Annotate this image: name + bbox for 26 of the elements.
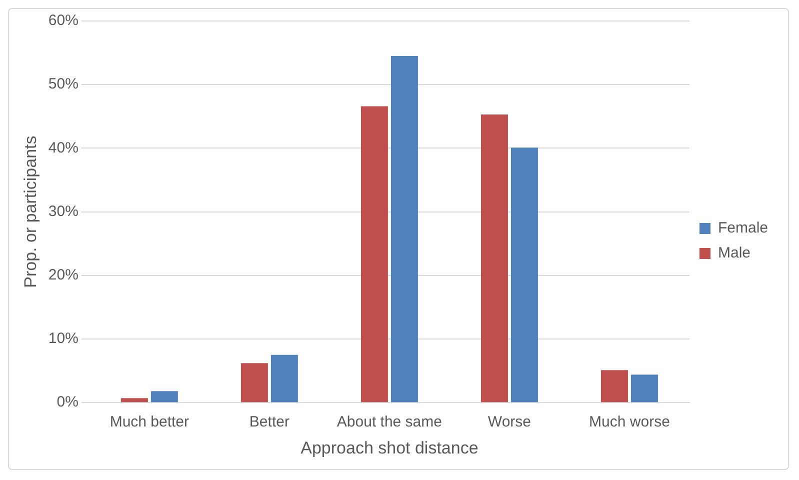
bar	[630, 374, 658, 402]
legend-label: Male	[718, 244, 750, 262]
x-tick-label: Much worse	[589, 414, 670, 431]
x-tick-label: Much better	[110, 414, 190, 431]
bar	[390, 56, 418, 402]
y-axis-title: Prop. or participants	[20, 136, 40, 288]
bar	[360, 106, 388, 402]
y-tick-label: 40%	[48, 139, 78, 156]
x-axis-title: Approach shot distance	[300, 438, 478, 458]
x-tick-label: About the same	[336, 414, 442, 431]
y-tick-label: 20%	[48, 266, 78, 284]
y-tick-label: 50%	[48, 76, 78, 93]
bar	[270, 354, 298, 402]
bar	[510, 148, 538, 402]
y-tick-label: 30%	[48, 202, 78, 220]
bar	[600, 370, 628, 402]
bar	[240, 363, 268, 402]
y-tick-label: 60%	[48, 12, 78, 30]
y-tick-label: 0%	[56, 394, 78, 411]
x-tick-label: Better	[249, 414, 290, 431]
legend-label: Female	[718, 220, 768, 237]
x-tick-label: Worse	[488, 414, 532, 431]
y-tick-label: 10%	[48, 330, 78, 348]
bar	[480, 114, 508, 402]
bar	[120, 398, 148, 402]
bar	[150, 391, 178, 402]
